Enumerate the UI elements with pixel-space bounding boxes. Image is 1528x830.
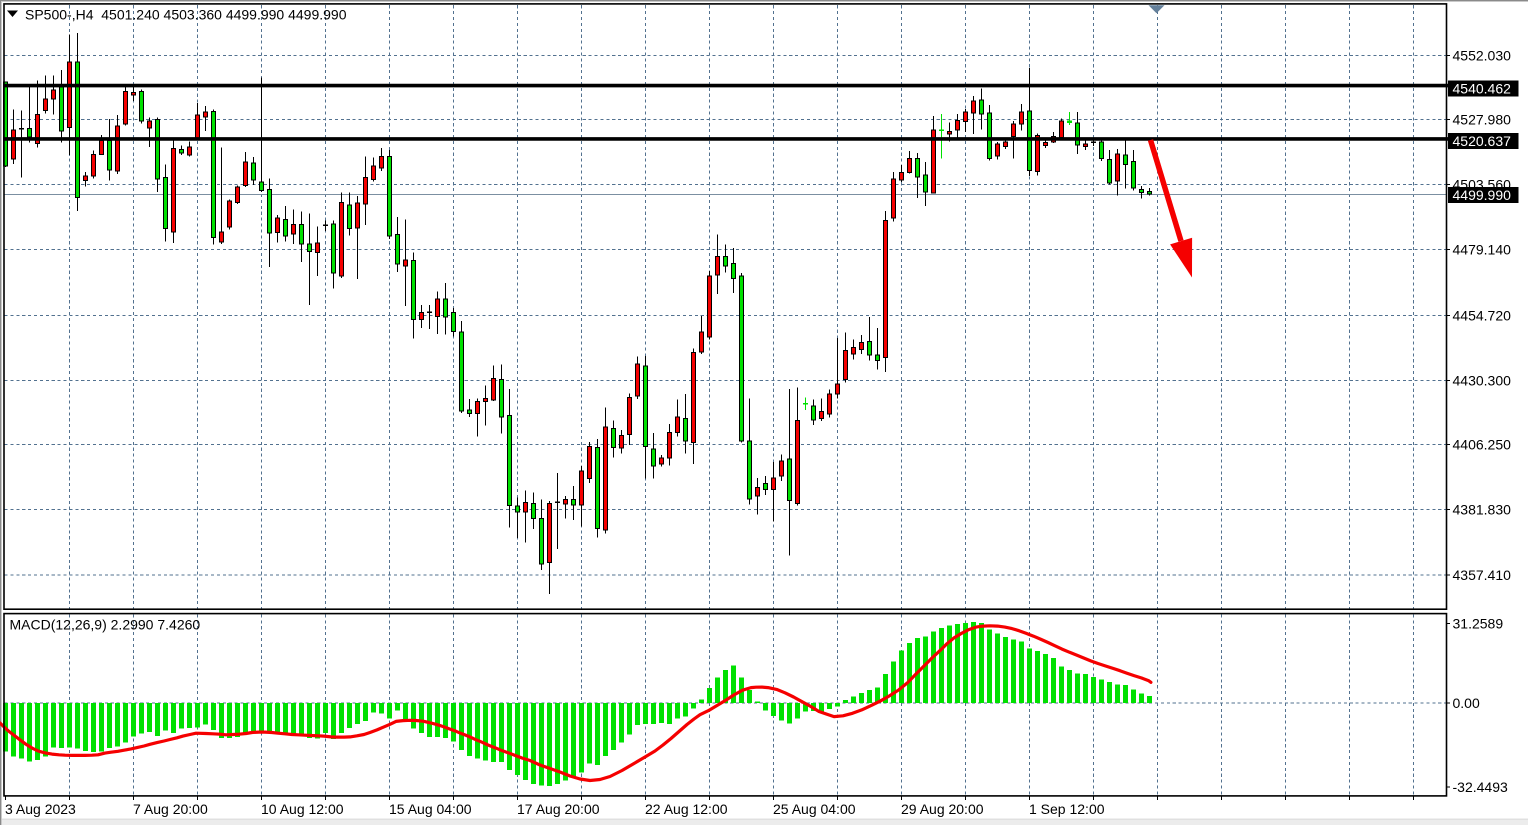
- svg-text:4454.720: 4454.720: [1453, 308, 1512, 324]
- svg-text:4406.250: 4406.250: [1453, 437, 1512, 453]
- svg-text:4479.140: 4479.140: [1453, 242, 1512, 258]
- svg-text:4540.462: 4540.462: [1453, 81, 1512, 97]
- svg-text:4430.300: 4430.300: [1453, 373, 1512, 389]
- svg-text:SP500-,H4 4501.240 4503.360 4: SP500-,H4 4501.240 4503.360 4499.990 449…: [25, 7, 347, 23]
- svg-text:1 Sep 12:00: 1 Sep 12:00: [1029, 801, 1105, 817]
- svg-text:4499.990: 4499.990: [1453, 187, 1512, 203]
- svg-text:17 Aug 20:00: 17 Aug 20:00: [517, 801, 600, 817]
- svg-text:4381.830: 4381.830: [1453, 502, 1512, 518]
- svg-text:10 Aug 12:00: 10 Aug 12:00: [261, 801, 344, 817]
- svg-text:-32.4493: -32.4493: [1453, 779, 1508, 795]
- svg-text:4520.637: 4520.637: [1453, 133, 1512, 149]
- svg-text:22 Aug 12:00: 22 Aug 12:00: [645, 801, 728, 817]
- svg-text:15 Aug 04:00: 15 Aug 04:00: [389, 801, 472, 817]
- svg-text:25 Aug 04:00: 25 Aug 04:00: [773, 801, 856, 817]
- svg-text:7 Aug 20:00: 7 Aug 20:00: [133, 801, 208, 817]
- svg-text:MACD(12,26,9) 2.2990 7.4260: MACD(12,26,9) 2.2990 7.4260: [10, 617, 201, 633]
- svg-text:0.00: 0.00: [1453, 695, 1480, 711]
- svg-text:3 Aug 2023: 3 Aug 2023: [5, 801, 76, 817]
- svg-text:4527.980: 4527.980: [1453, 112, 1512, 128]
- svg-text:4552.030: 4552.030: [1453, 48, 1512, 64]
- svg-text:29 Aug 20:00: 29 Aug 20:00: [901, 801, 984, 817]
- svg-text:31.2589: 31.2589: [1453, 616, 1504, 632]
- svg-text:4357.410: 4357.410: [1453, 567, 1512, 583]
